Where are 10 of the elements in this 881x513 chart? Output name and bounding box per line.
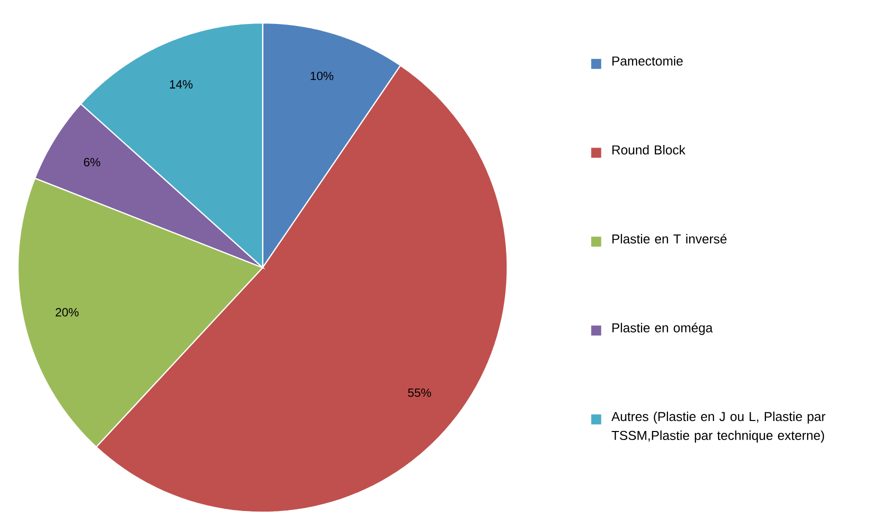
data-label: 10%	[310, 72, 334, 80]
data-label: 20%	[56, 308, 79, 316]
data-label: 6%	[84, 158, 100, 166]
data-label: 14%	[170, 80, 193, 88]
legend-label: Autres (Plastie en J ou L, Plastie par TSSM,Plastie par technique externe)	[611, 411, 826, 442]
legend-label: Plastie en T inversé	[612, 234, 726, 244]
legend-label: Pamectomie	[612, 56, 683, 66]
data-label: 55%	[408, 388, 432, 397]
legend-label: Plastie en oméga	[612, 322, 713, 335]
legend-label: Round Block	[612, 144, 686, 154]
